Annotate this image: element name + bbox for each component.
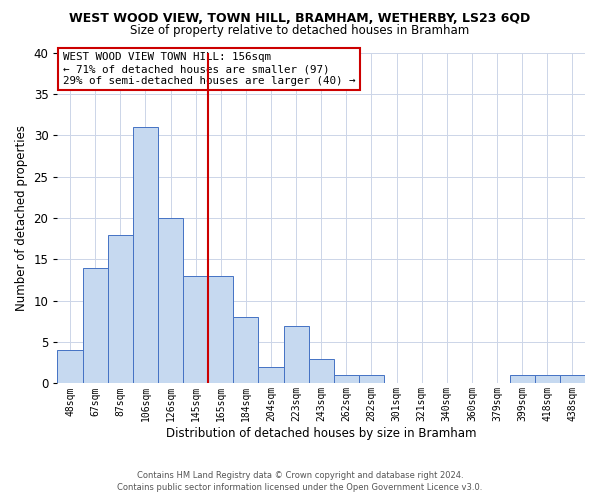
Y-axis label: Number of detached properties: Number of detached properties	[15, 125, 28, 311]
Bar	[183, 276, 208, 384]
X-axis label: Distribution of detached houses by size in Bramham: Distribution of detached houses by size …	[166, 427, 476, 440]
Text: WEST WOOD VIEW, TOWN HILL, BRAMHAM, WETHERBY, LS23 6QD: WEST WOOD VIEW, TOWN HILL, BRAMHAM, WETH…	[70, 12, 530, 26]
Text: Size of property relative to detached houses in Bramham: Size of property relative to detached ho…	[130, 24, 470, 37]
Bar	[509, 375, 535, 384]
Text: WEST WOOD VIEW TOWN HILL: 156sqm
← 71% of detached houses are smaller (97)
29% o: WEST WOOD VIEW TOWN HILL: 156sqm ← 71% o…	[63, 52, 355, 86]
Bar	[208, 276, 233, 384]
Bar	[259, 367, 284, 384]
Text: Contains HM Land Registry data © Crown copyright and database right 2024.
Contai: Contains HM Land Registry data © Crown c…	[118, 471, 482, 492]
Bar	[359, 375, 384, 384]
Bar	[58, 350, 83, 384]
Bar	[158, 218, 183, 384]
Bar	[560, 375, 585, 384]
Bar	[133, 127, 158, 384]
Bar	[334, 375, 359, 384]
Bar	[108, 234, 133, 384]
Bar	[535, 375, 560, 384]
Bar	[233, 317, 259, 384]
Bar	[284, 326, 308, 384]
Bar	[308, 358, 334, 384]
Bar	[83, 268, 108, 384]
